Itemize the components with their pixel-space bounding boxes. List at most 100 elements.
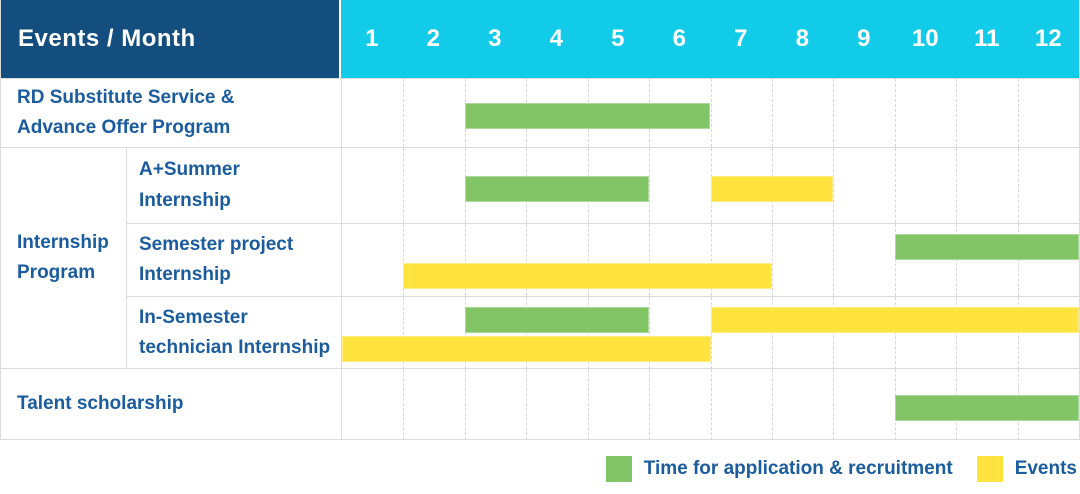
- group-label-cell: Internship Program: [1, 148, 126, 368]
- legend-swatch-events: [976, 456, 1003, 482]
- month-gridline: [649, 224, 651, 296]
- gantt-lane: [341, 224, 1079, 296]
- gantt-bar-application: [464, 307, 650, 333]
- month-gridline: [894, 224, 896, 296]
- legend-item-application-recruitment: Time for application & recruitment: [605, 456, 953, 482]
- row-a-summer-internship: A+Summer Internship: [126, 148, 1079, 223]
- row-label: In-Semester technician Internship: [139, 306, 331, 358]
- month-gridline: [1017, 297, 1019, 369]
- month-gridline: [894, 148, 896, 223]
- month-gridline: [894, 297, 896, 369]
- month-gridline: [403, 79, 405, 147]
- month-gridline: [526, 369, 528, 440]
- month-gridline: [956, 297, 958, 369]
- gantt-bar-application: [894, 394, 1079, 421]
- month-label-7: 7: [734, 25, 748, 52]
- row-in-semester-technician-internship: In-Semester technician Internship: [126, 296, 1079, 369]
- month-gridline: [956, 148, 958, 223]
- gantt-lane: [341, 369, 1079, 440]
- month-label-10: 10: [911, 25, 939, 52]
- row-label-cell: In-Semester technician Internship: [126, 297, 341, 369]
- month-gridline: [1017, 79, 1019, 147]
- month-gridline: [403, 297, 405, 369]
- month-gridline: [771, 224, 773, 296]
- month-gridline: [526, 297, 528, 369]
- month-label-12: 12: [1034, 25, 1062, 52]
- month-gridline: [403, 369, 405, 440]
- month-gridline: [771, 79, 773, 147]
- month-label-9: 9: [857, 25, 871, 52]
- gantt-lane: [341, 148, 1079, 223]
- row-label-cell: Semester project Internship: [126, 224, 341, 296]
- month-gridline: [464, 369, 466, 440]
- legend-item-events: Events: [976, 456, 1077, 482]
- row-semester-project-internship: Semester project Internship: [126, 223, 1079, 296]
- header-events-month-cell: Events / Month: [1, 0, 341, 78]
- gantt-bar-application: [894, 234, 1079, 260]
- group-internship-program: Internship Program A+Summer Internship S…: [1, 147, 1079, 369]
- month-gridline: [833, 79, 835, 147]
- legend: Time for application & recruitment Events: [0, 456, 1077, 482]
- month-gridline: [833, 369, 835, 440]
- month-gridline: [956, 79, 958, 147]
- row-label: Talent scholarship: [17, 393, 184, 415]
- month-gridline: [1017, 148, 1019, 223]
- month-gridline: [894, 79, 896, 147]
- gantt-bar-event: [403, 263, 772, 289]
- gantt-bar-event: [342, 336, 711, 362]
- month-gridline: [710, 369, 712, 440]
- month-label-5: 5: [611, 25, 625, 52]
- gantt-bar-application: [464, 103, 711, 129]
- month-gridline: [526, 224, 528, 296]
- month-gridline: [649, 297, 651, 369]
- month-gridline: [587, 224, 589, 296]
- row-rd-substitute: RD Substitute Service & Advance Offer Pr…: [1, 78, 1079, 147]
- row-label-cell: RD Substitute Service & Advance Offer Pr…: [1, 79, 341, 147]
- month-gridline: [464, 224, 466, 296]
- legend-label-events: Events: [1014, 458, 1077, 479]
- month-gridline: [587, 369, 589, 440]
- table-header-row: Events / Month 1 2 3 4 5 6 7 8 9 10 11 12: [1, 0, 1079, 78]
- month-gridline: [771, 369, 773, 440]
- row-label-cell: A+Summer Internship: [126, 148, 341, 223]
- month-gridline: [833, 148, 835, 223]
- gantt-lane: [341, 79, 1079, 147]
- month-gridline: [649, 148, 651, 223]
- month-gridline: [649, 369, 651, 440]
- month-label-2: 2: [426, 25, 440, 52]
- month-label-4: 4: [549, 25, 563, 52]
- group-label: Internship Program: [17, 231, 109, 283]
- gantt-bar-application: [464, 175, 650, 202]
- month-gridline: [403, 148, 405, 223]
- month-label-3: 3: [488, 25, 502, 52]
- month-header: 1 2 3 4 5 6 7 8 9 10 11 12: [341, 0, 1079, 78]
- row-label: RD Substitute Service & Advance Offer Pr…: [17, 86, 235, 138]
- month-gridline: [833, 224, 835, 296]
- group-rows: A+Summer Internship Semester project Int…: [126, 148, 1079, 369]
- month-gridline: [710, 224, 712, 296]
- gantt-bar-event: [710, 175, 834, 202]
- month-gridline: [464, 297, 466, 369]
- gantt-bar-event: [710, 307, 1079, 333]
- gantt-lane: [341, 297, 1079, 369]
- row-talent-scholarship: Talent scholarship: [1, 368, 1079, 440]
- legend-swatch-application-recruitment: [605, 456, 632, 482]
- month-gridline: [771, 297, 773, 369]
- month-label-6: 6: [672, 25, 686, 52]
- month-gridline: [833, 297, 835, 369]
- month-label-1: 1: [365, 25, 379, 52]
- row-label: Semester project Internship: [139, 233, 294, 285]
- row-label-cell: Talent scholarship: [1, 369, 341, 440]
- legend-label-application-recruitment: Time for application & recruitment: [643, 458, 953, 479]
- month-gridline: [587, 297, 589, 369]
- month-gridline: [956, 224, 958, 296]
- month-label-8: 8: [795, 25, 809, 52]
- month-gridline: [710, 297, 712, 369]
- events-month-table: Events / Month 1 2 3 4 5 6 7 8 9 10 11 12 RD Substi…: [0, 0, 1080, 440]
- month-gridline: [710, 79, 712, 147]
- month-label-11: 11: [974, 25, 1000, 52]
- month-gridline: [403, 224, 405, 296]
- month-gridline: [1017, 224, 1019, 296]
- header-events-month-label: Events / Month: [18, 25, 196, 52]
